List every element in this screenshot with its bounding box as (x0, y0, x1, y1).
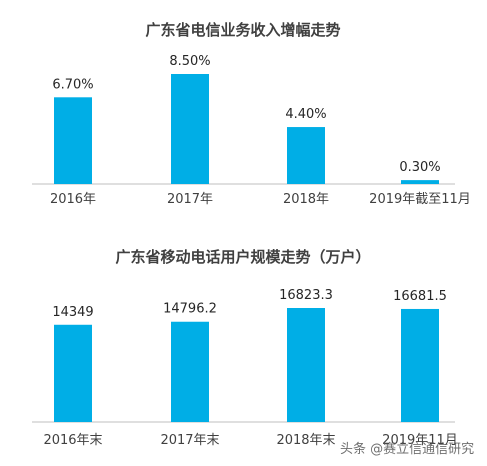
category-label: 2018年 (283, 192, 329, 207)
bar (54, 324, 92, 422)
data-label: 0.30% (399, 160, 440, 175)
mobile-users-chart: 广东省移动电话用户规模走势（万户） 14349 2016年末 14796.2 2017… (32, 248, 458, 448)
bar (287, 308, 325, 422)
data-label: 14796.2 (163, 302, 217, 317)
category-label: 2018年末 (276, 433, 335, 448)
data-label: 6.70% (52, 77, 93, 92)
data-label: 14349 (52, 305, 93, 320)
bar (287, 127, 325, 184)
revenue-growth-chart: 广东省电信业务收入增幅走势 6.70% 2016年 8.50% 2017年 4.40% 2… (32, 21, 471, 207)
data-label: 8.50% (169, 54, 210, 69)
category-label: 2017年 (167, 192, 213, 207)
chart-title: 广东省移动电话用户规模走势（万户） (115, 248, 370, 266)
bar (401, 180, 439, 184)
category-label: 2017年末 (160, 433, 219, 448)
bar (171, 74, 209, 184)
chart-title: 广东省电信业务收入增幅走势 (145, 21, 340, 39)
category-label: 2019年截至11月 (369, 192, 471, 207)
bar (171, 321, 209, 422)
category-label: 2016年末 (43, 433, 102, 448)
data-label: 4.40% (285, 107, 326, 122)
watermark: 头条 @赛立信通信研究 (340, 441, 474, 457)
bar (401, 308, 439, 422)
category-label: 2019年11月 (382, 433, 458, 448)
data-label: 16681.5 (393, 289, 447, 304)
data-label: 16823.3 (279, 288, 333, 303)
category-label: 2016年 (50, 192, 96, 207)
bar (54, 97, 92, 184)
